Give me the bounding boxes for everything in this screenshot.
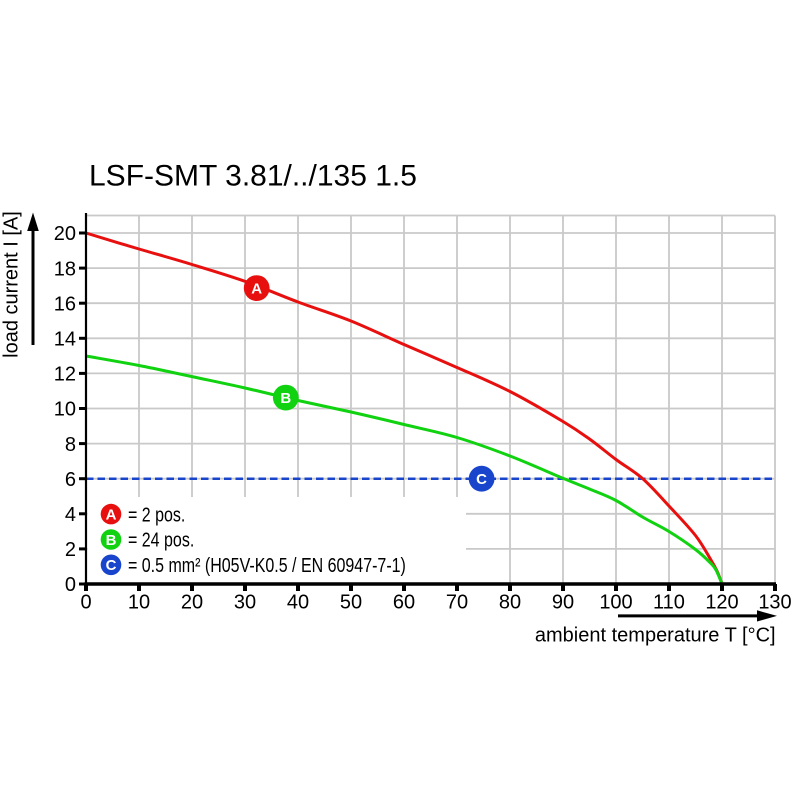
svg-text:12: 12 bbox=[54, 364, 76, 386]
svg-text:120: 120 bbox=[705, 592, 738, 614]
svg-text:= 2 pos.: = 2 pos. bbox=[128, 504, 185, 526]
svg-text:20: 20 bbox=[181, 592, 203, 614]
svg-text:LSF-SMT 3.81/../135 1.5: LSF-SMT 3.81/../135 1.5 bbox=[89, 160, 417, 193]
svg-text:100: 100 bbox=[599, 592, 632, 614]
svg-text:= 24 pos.: = 24 pos. bbox=[128, 529, 194, 551]
svg-text:10: 10 bbox=[128, 592, 150, 614]
svg-text:10: 10 bbox=[54, 399, 76, 421]
svg-text:B: B bbox=[106, 532, 117, 549]
svg-text:4: 4 bbox=[65, 504, 76, 526]
svg-text:130: 130 bbox=[758, 592, 791, 614]
svg-text:C: C bbox=[106, 557, 117, 574]
svg-text:6: 6 bbox=[65, 469, 76, 491]
svg-text:110: 110 bbox=[653, 592, 685, 614]
svg-text:18: 18 bbox=[54, 258, 76, 280]
svg-text:60: 60 bbox=[393, 592, 415, 614]
svg-text:C: C bbox=[476, 471, 487, 488]
svg-text:70: 70 bbox=[446, 592, 468, 614]
svg-text:40: 40 bbox=[287, 592, 309, 614]
svg-text:2: 2 bbox=[65, 539, 76, 561]
svg-text:8: 8 bbox=[65, 434, 76, 456]
svg-text:20: 20 bbox=[54, 223, 76, 245]
svg-text:14: 14 bbox=[54, 329, 76, 351]
svg-text:50: 50 bbox=[340, 592, 362, 614]
svg-text:90: 90 bbox=[552, 592, 574, 614]
svg-text:0: 0 bbox=[65, 574, 76, 596]
svg-text:30: 30 bbox=[234, 592, 256, 614]
svg-text:= 0.5 mm² (H05V-K0.5 / EN 6094: = 0.5 mm² (H05V-K0.5 / EN 60947-7-1) bbox=[128, 554, 406, 576]
svg-text:A: A bbox=[251, 281, 262, 298]
svg-text:80: 80 bbox=[499, 592, 521, 614]
svg-text:ambient temperature T [°C]: ambient temperature T [°C] bbox=[535, 624, 776, 646]
svg-text:B: B bbox=[280, 390, 291, 407]
svg-text:load current I [A]: load current I [A] bbox=[1, 211, 23, 358]
svg-text:A: A bbox=[106, 507, 117, 524]
svg-text:16: 16 bbox=[54, 293, 76, 315]
svg-text:0: 0 bbox=[80, 592, 91, 614]
